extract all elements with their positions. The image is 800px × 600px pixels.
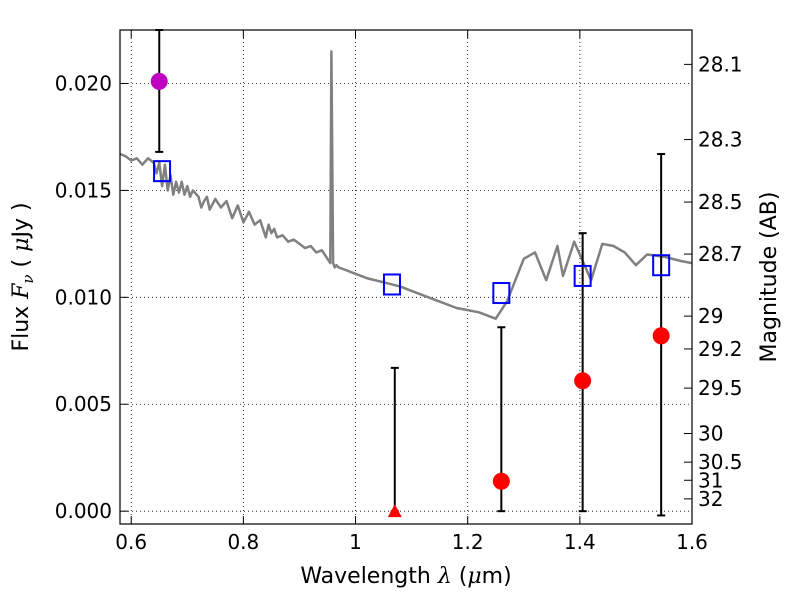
right-axis-title: Magnitude (AB) [757,192,782,363]
model-spectrum-line [120,50,692,320]
blue-photometry-square [153,160,172,183]
blue-photometry-square [652,254,671,277]
red-observation-point [492,472,510,490]
plot-area [120,50,692,320]
mag-tick-label: 28.7 [698,242,743,266]
y-tick-label: 0.005 [55,392,112,416]
blue-photometry-square [382,273,401,296]
x-axis-title: Wavelength λ (μm) [300,564,511,589]
mag-tick-label: 28.1 [698,52,743,76]
y-tick-label: 0.020 [55,71,112,95]
mag-tick-label: 29.2 [698,337,743,361]
x-tick-label: 0.8 [227,530,259,554]
plot-frame [119,29,693,525]
x-tick-label: 1 [349,530,362,554]
mag-tick-label: 28.5 [698,190,743,214]
upper-limit-triangle [387,504,402,518]
x-tick-label: 0.6 [115,530,147,554]
y-tick-label: 0.015 [55,178,112,202]
grid [120,30,693,524]
magenta-detection-point [150,72,168,90]
mag-tick-label: 28.3 [698,128,743,152]
mag-tick-label: 29.5 [698,376,743,400]
y-tick-label: 0.000 [55,499,112,523]
tick-labels: 0.6 0.8 1 1.2 1.4 1.6 0.000 0.005 0.010 0.015 0.02… [55,52,743,554]
marker-layer [150,29,671,518]
mag-tick-label: 30 [698,422,723,446]
x-tick-label: 1.4 [564,530,596,554]
blue-photometry-square [492,282,511,305]
x-tick-label: 1.2 [452,530,484,554]
blue-photometry-square [573,264,592,287]
tick-marks [120,30,693,524]
y-tick-label: 0.010 [55,285,112,309]
mag-tick-label: 32 [698,487,723,511]
red-observation-point [574,372,592,390]
mag-tick-label: 31 [698,468,723,492]
y-axis-title: Flux Fν ( μJy ) [9,202,37,351]
red-observation-point [652,327,670,345]
mag-tick-label: 29 [698,304,723,328]
mag-tick-label: 30.5 [698,450,743,474]
x-tick-label: 1.6 [676,530,708,554]
